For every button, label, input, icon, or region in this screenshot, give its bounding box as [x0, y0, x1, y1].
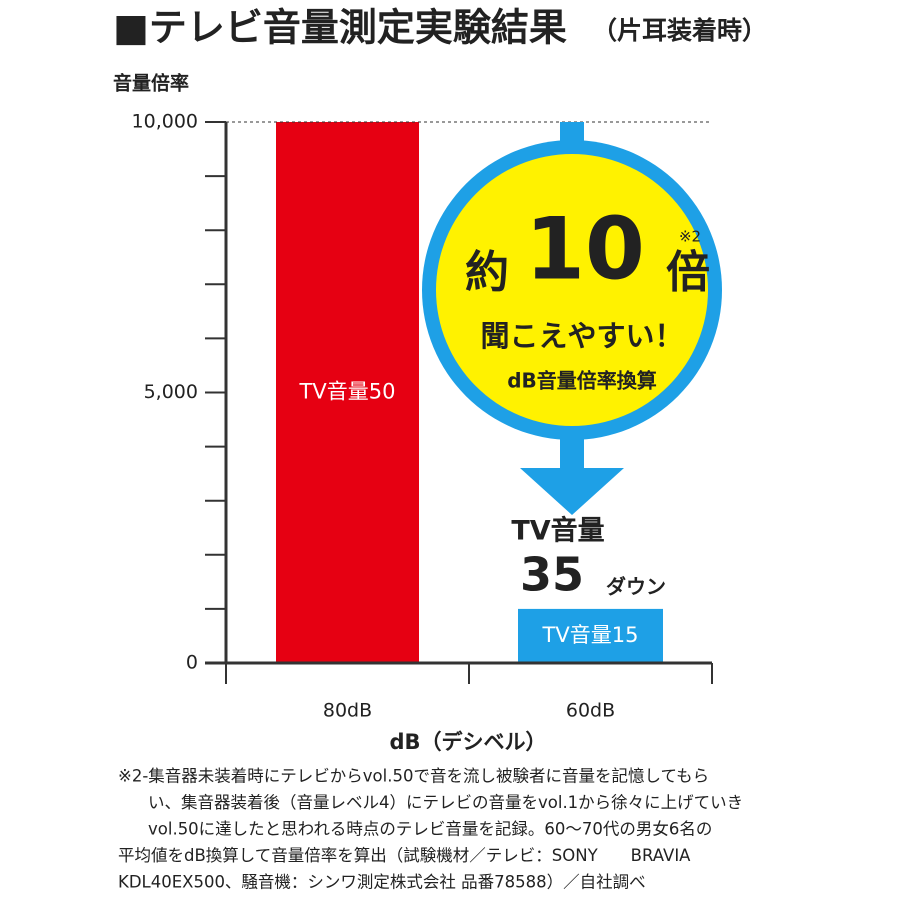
bar-label: TV音量15 [542, 623, 639, 647]
badge-fill [436, 154, 708, 426]
bar-label: TV音量50 [299, 380, 396, 404]
annotation: 倍 [666, 247, 710, 298]
y-tick-label: 10,000 [132, 111, 198, 133]
annotation: 35 [520, 548, 584, 602]
annotation: dB音量倍率換算 [507, 369, 657, 393]
annotation: ダウン [606, 575, 666, 599]
chart-title: ■テレビ音量測定実験結果 [113, 6, 567, 50]
bar [276, 122, 419, 663]
footnote: KDL40EX500、騒音機：シンワ測定株式会社 品番78588）／自社調べ [118, 873, 646, 892]
footnote: vol.50に達したと思われる時点のテレビ音量を記録。60～70代の男女6名の [148, 820, 712, 839]
footnote: 平均値をdB換算して音量倍率を算出（試験機材／テレビ：SONY BRAVIA [118, 846, 691, 865]
annotation: 約 [465, 247, 509, 298]
y-axis-label: 音量倍率 [113, 72, 189, 95]
x-axis-label: dB（デシベル） [389, 730, 546, 754]
annotation: 聞こえやすい！ [480, 319, 683, 353]
badge [422, 122, 722, 515]
y-tick-label: 5,000 [144, 381, 198, 403]
annotation: 10 [525, 199, 645, 299]
footnote: い、集音器装着後（音量レベル4）にテレビの音量をvol.1から徐々に上げていき [148, 793, 743, 812]
annotation: TV音量 [511, 515, 604, 547]
arrow-head [520, 468, 624, 515]
chart-subtitle: （片耳装着時） [592, 16, 767, 45]
x-tick-label: 80dB [323, 700, 372, 722]
footnote: ※2-集音器未装着時にテレビからvol.50で音を流し被験者に音量を記憶してもら [118, 767, 709, 786]
annotation: ※2 [679, 228, 701, 246]
x-tick-label: 60dB [566, 700, 615, 722]
bar [518, 608, 663, 663]
y-tick-label: 0 [186, 652, 198, 674]
